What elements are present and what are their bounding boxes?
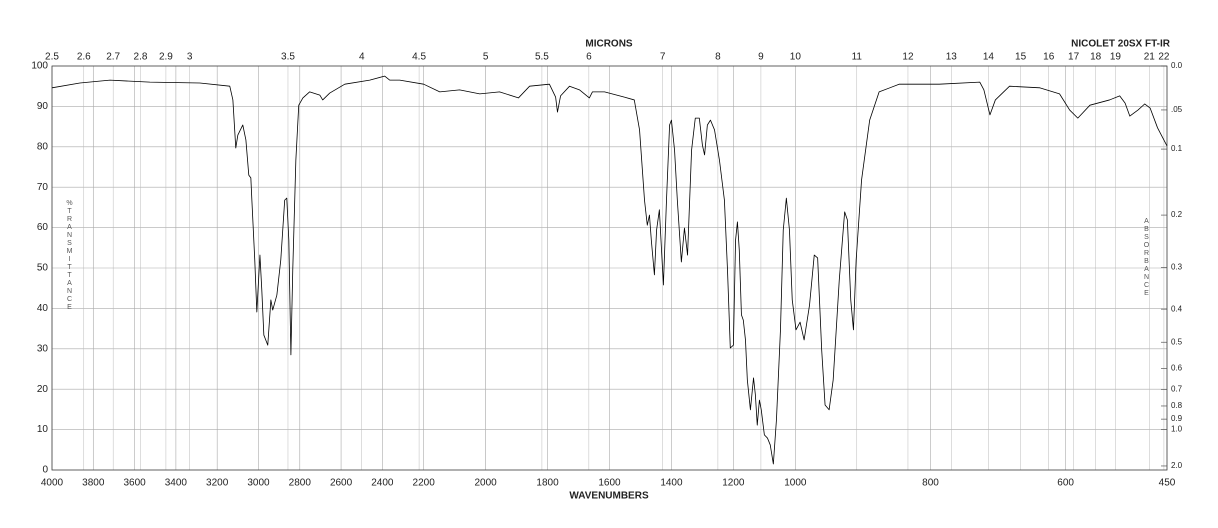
- x-tick-label: 2200: [413, 478, 436, 489]
- plot-frame: [51, 65, 1168, 471]
- x-tick-label: 2800: [289, 478, 312, 489]
- y2-tick-label: 0.3: [1171, 263, 1183, 272]
- x2-tick-label: 22: [1158, 52, 1170, 63]
- x2-tick-label: 3: [187, 52, 193, 63]
- y2-tick-label: 0.6: [1171, 364, 1183, 373]
- x2-tick-label: 15: [1015, 52, 1027, 63]
- y2-tick-label: .05: [1171, 105, 1183, 114]
- y2-tick-label: 0.0: [1171, 61, 1183, 70]
- x2-tick-label: 8: [715, 52, 721, 63]
- y2-tick-label: 0.1: [1171, 144, 1183, 153]
- y2-tick-label: 2.0: [1171, 461, 1183, 470]
- y2-tick-label: 1.0: [1171, 425, 1183, 434]
- x2-tick-label: 5: [483, 52, 489, 63]
- x-tick-label: 1600: [598, 478, 621, 489]
- x-tick-label: 600: [1057, 478, 1074, 489]
- x2-tick-label: 21: [1144, 52, 1156, 63]
- x2-axis-label: MICRONS: [585, 39, 633, 50]
- y2-tick-label: 0.8: [1171, 401, 1183, 410]
- y2-tick-label: 0.2: [1171, 210, 1183, 219]
- x2-tick-label: 3.5: [281, 52, 295, 63]
- x-tick-label: 3200: [206, 478, 229, 489]
- y-tick-label: 70: [37, 182, 49, 193]
- y-tick-label: 0: [42, 465, 48, 476]
- x2-tick-label: 4: [359, 52, 365, 63]
- x-tick-label: 1000: [784, 478, 807, 489]
- x2-tick-label: 2.9: [159, 52, 173, 63]
- x-tick-label: 800: [922, 478, 939, 489]
- x2-tick-label: 5.5: [535, 52, 549, 63]
- y2-tick-label: 0.4: [1171, 304, 1183, 313]
- x-tick-label: 3800: [82, 478, 105, 489]
- x-tick-label: 2400: [371, 478, 394, 489]
- x2-tick-label: 13: [946, 52, 958, 63]
- x-tick-label: 1800: [536, 478, 559, 489]
- x-tick-label: 4000: [41, 478, 64, 489]
- y2-axis-label: ABSORBANCE: [1143, 218, 1150, 298]
- y-tick-label: 50: [37, 263, 49, 274]
- x-axis-label: WAVENUMBERS: [569, 491, 649, 502]
- y2-tick-label: 0.9: [1171, 414, 1183, 423]
- x-tick-label: 3000: [247, 478, 270, 489]
- y-tick-label: 40: [37, 303, 49, 314]
- x2-tick-label: 6: [586, 52, 592, 63]
- y-tick-label: 80: [37, 141, 49, 152]
- y-tick-label: 90: [37, 101, 49, 112]
- x2-tick-label: 2.5: [45, 52, 59, 63]
- x2-tick-label: 11: [852, 52, 863, 63]
- x2-tick-label: 2.6: [77, 52, 91, 63]
- x-tick-label: 3400: [165, 478, 188, 489]
- x-tick-label: 1400: [660, 478, 683, 489]
- x-tick-label: 450: [1159, 478, 1176, 489]
- x2-tick-label: 18: [1090, 52, 1102, 63]
- x-tick-label: 2600: [330, 478, 353, 489]
- x2-tick-label: 10: [790, 52, 802, 63]
- y-tick-label: 60: [37, 222, 49, 233]
- y-tick-label: 30: [37, 343, 49, 354]
- x2-tick-label: 14: [983, 52, 995, 63]
- chart-title: NICOLET 20SX FT-IR: [1071, 39, 1171, 50]
- x2-tick-label: 9: [758, 52, 764, 63]
- x2-tick-label: 7: [660, 52, 666, 63]
- y-tick-label: 20: [37, 384, 49, 395]
- y-tick-label: 10: [37, 424, 49, 435]
- x2-tick-label: 4.5: [412, 52, 426, 63]
- x2-tick-label: 16: [1043, 52, 1055, 63]
- x2-tick-label: 2.8: [134, 52, 148, 63]
- x-tick-label: 2000: [474, 478, 497, 489]
- x2-tick-label: 12: [902, 52, 914, 63]
- spectrum-line: [51, 75, 1168, 465]
- x-tick-label: 3600: [123, 478, 146, 489]
- y2-tick-label: 0.7: [1171, 385, 1183, 394]
- x2-tick-label: 19: [1110, 52, 1122, 63]
- x2-tick-label: 17: [1068, 52, 1080, 63]
- y-tick-label: 100: [31, 61, 48, 72]
- y2-tick-label: 0.5: [1171, 337, 1183, 346]
- x-tick-label: 1200: [722, 478, 745, 489]
- x2-tick-label: 2.7: [106, 52, 120, 63]
- y-axis-label: %TRANSMITTANCE: [66, 200, 73, 312]
